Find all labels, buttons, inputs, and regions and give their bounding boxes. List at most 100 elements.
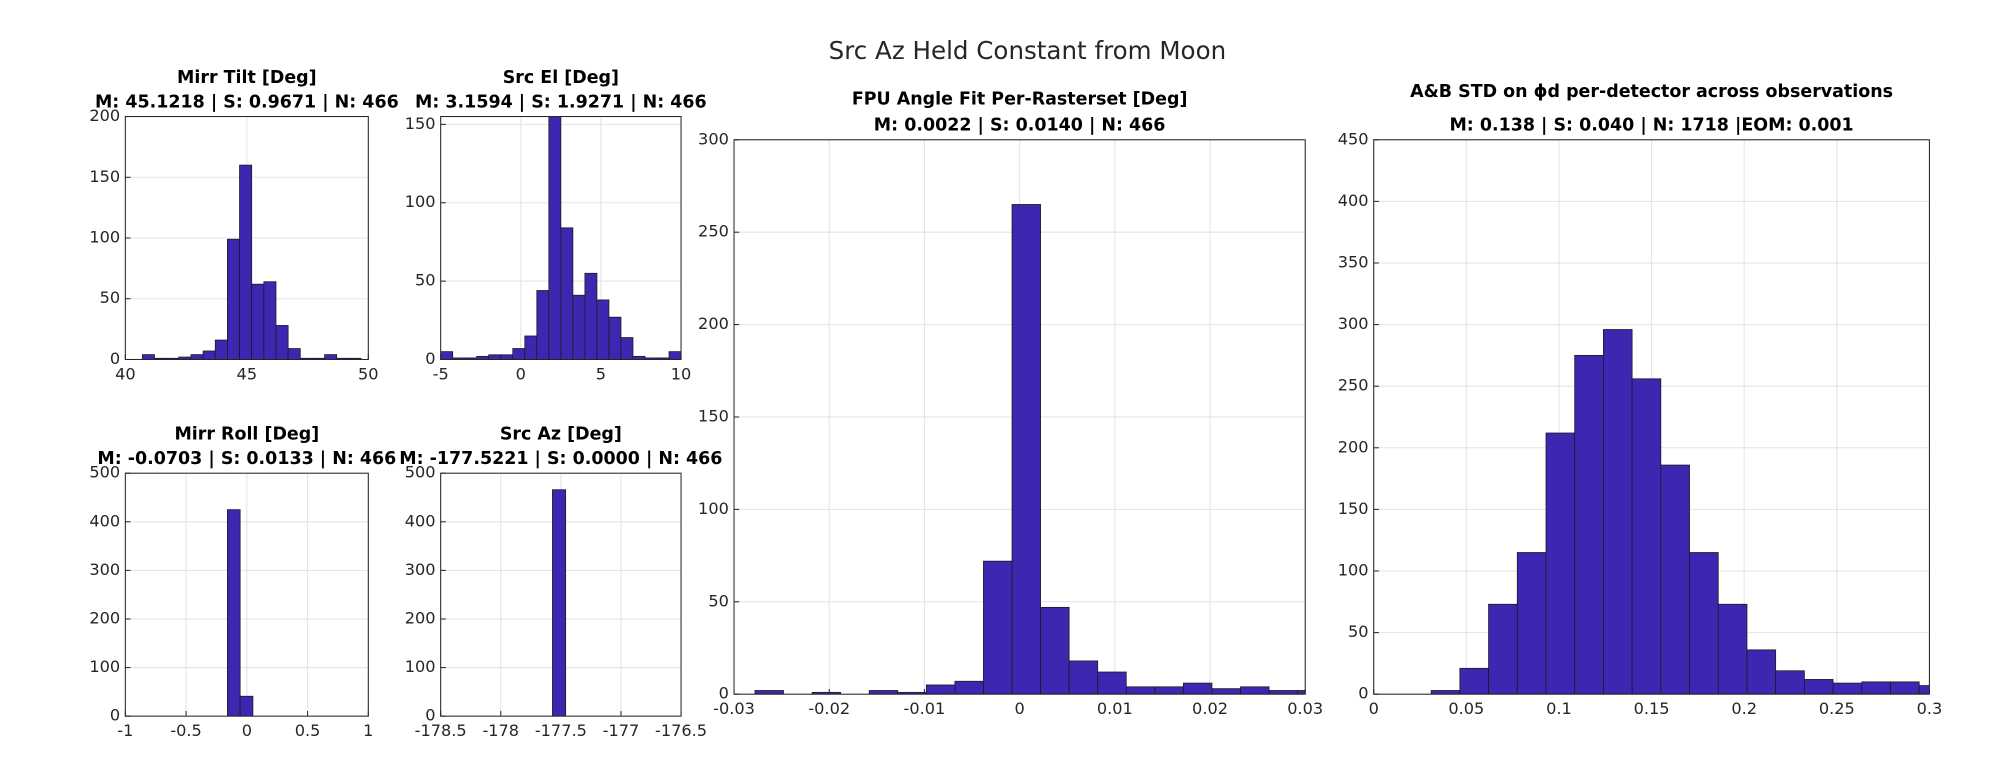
bar [440,351,454,360]
bar [524,335,538,360]
subplot: A&B STD on ϕd per-detector across observ… [1338,82,1943,718]
bar [1240,686,1270,695]
y-tick-label: 100 [405,657,436,676]
y-tick-label: 100 [89,657,120,676]
bar [1603,329,1633,695]
bars [227,509,254,717]
y-tick-label: 400 [1338,191,1369,210]
subplot-title: Mirr Tilt [Deg] [177,68,317,88]
bar [536,290,550,360]
y-tick-label: 300 [1338,314,1369,333]
y-tick-label: 500 [89,463,120,482]
bar [1040,606,1070,695]
y-tick-label: 50 [100,288,121,307]
bar [214,339,228,360]
x-tick-label: 10 [671,364,692,383]
x-tick-label: -0.02 [808,699,850,718]
x-tick-label: -178.5 [415,721,467,740]
bar [324,354,338,360]
x-tick-label: 0.3 [1917,699,1943,718]
bar [227,509,241,717]
bar [1011,204,1041,695]
bars [1430,329,1930,695]
bar [584,272,598,360]
axes-box [1373,139,1930,695]
x-tick-label: -176.5 [655,721,707,740]
bar [488,354,502,360]
subplot-subtitle: M: -0.0703 | S: 0.0133 | N: 466 [97,449,396,469]
y-tick-label: 350 [1338,252,1369,271]
bar [925,684,956,695]
bar [1268,690,1299,695]
y-tick-label: 400 [89,511,120,530]
subplot: Src Az [Deg] M: -177.5221 | S: 0.0000 | N… [399,424,722,740]
bar [1918,685,1930,695]
bar [287,348,301,360]
y-tick-label: 250 [698,222,729,241]
x-tick-label: 0.03 [1287,699,1323,718]
x-tick-label: -1 [117,721,133,740]
y-tick-label: 400 [405,511,436,530]
bar [239,695,254,717]
x-tick-label: 0 [1014,699,1024,718]
x-tick-label: -0.03 [713,699,755,718]
x-tick-label: 0 [516,364,526,383]
x-tick-label: 1 [363,721,373,740]
bars [440,116,682,360]
bar [1125,686,1156,695]
subplot: Src El [Deg] M: 3.1594 | S: 1.9271 | N: 4… [405,68,707,384]
y-tick-label: 150 [1338,499,1369,518]
bar [500,354,514,360]
bar [1689,552,1719,695]
bar [552,489,567,717]
bar [983,560,1013,695]
bar [1459,667,1489,695]
x-tick-label: 0.05 [1448,699,1484,718]
bar [548,116,562,360]
bar [1746,649,1777,695]
y-tick-label: 0 [1358,684,1368,703]
bar [754,690,784,695]
subplot-title: Src El [Deg] [503,68,619,88]
bar [202,350,216,360]
y-tick-label: 250 [1338,376,1369,395]
y-tick-label: 100 [89,228,120,247]
bar [1545,432,1576,695]
bar [608,316,622,360]
y-tick-label: 300 [89,560,120,579]
y-tick-label: 200 [1338,437,1369,456]
x-tick-label: -0.01 [904,699,946,718]
x-tick-label: -5 [433,364,449,383]
y-tick-label: 200 [698,314,729,333]
y-tick-label: 150 [698,406,729,425]
y-tick-label: 200 [89,608,120,627]
x-tick-label: 0.25 [1819,699,1855,718]
subplot: Mirr Tilt [Deg] M: 45.1218 | S: 0.9671 | … [89,68,398,384]
bar [512,348,526,360]
subplot-subtitle: M: 0.0022 | S: 0.0140 | N: 466 [874,116,1166,136]
subplot-subtitle: M: -177.5221 | S: 0.0000 | N: 466 [399,449,722,469]
bar [1631,378,1662,695]
x-tick-label: 50 [358,364,379,383]
y-tick-label: 300 [698,129,729,148]
y-tick-label: 100 [405,192,436,211]
bar [560,227,574,360]
x-tick-label: 0.01 [1097,699,1133,718]
bar [954,680,984,695]
bar [1861,681,1891,695]
x-tick-label: 45 [237,364,258,383]
y-tick-label: 300 [405,560,436,579]
subplot: FPU Angle Fit Per-Rasterset [Deg] M: 0.00… [698,90,1323,718]
bar [1297,690,1306,695]
bar [190,354,204,360]
bar [1211,688,1241,695]
bar [1488,603,1518,695]
y-tick-label: 0 [110,706,120,725]
x-tick-label: 5 [596,364,606,383]
subplot-title: A&B STD on ϕd per-detector across observ… [1410,82,1893,102]
bars [754,204,1306,695]
subplot-title: Mirr Roll [Deg] [174,424,319,444]
bar [1832,682,1863,695]
bar [620,337,634,360]
